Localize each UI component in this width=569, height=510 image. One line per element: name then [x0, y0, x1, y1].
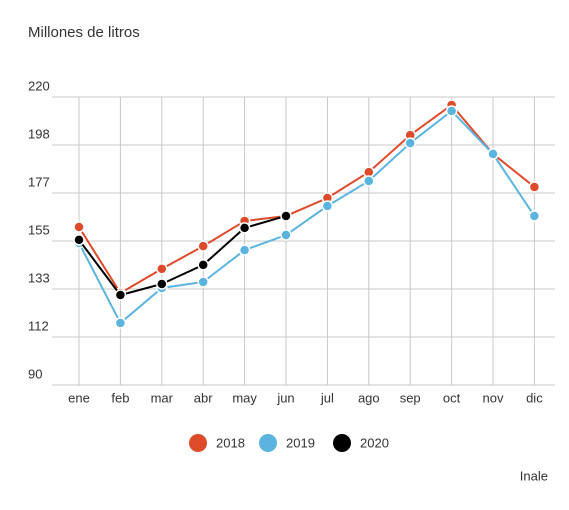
data-point	[445, 105, 458, 117]
data-point	[156, 278, 168, 290]
x-tick-label: may	[232, 390, 257, 405]
source: Inale	[520, 468, 548, 483]
legend-marker	[189, 434, 207, 452]
data-point	[404, 137, 416, 149]
data-point	[321, 200, 334, 212]
x-tick-label: oct	[443, 390, 461, 405]
data-point	[528, 181, 541, 193]
data-point	[238, 222, 251, 234]
data-point	[114, 289, 127, 301]
legend-marker	[259, 434, 277, 452]
chart-title: Millones de litros	[28, 24, 140, 41]
data-point	[197, 259, 209, 271]
data-point	[197, 276, 209, 288]
x-tick-label: ene	[68, 390, 90, 405]
data-point	[156, 263, 168, 275]
y-tick-label: 90	[28, 366, 42, 381]
legend-label: 2019	[286, 435, 315, 450]
legend-label: 2020	[360, 435, 389, 450]
x-tick-label: dic	[526, 390, 543, 405]
y-tick-label: 220	[28, 78, 50, 93]
y-tick-label: 177	[28, 174, 50, 189]
data-point	[238, 244, 251, 256]
legend-marker	[333, 434, 351, 452]
data-point	[487, 148, 499, 160]
x-tick-label: feb	[111, 390, 129, 405]
series-line	[78, 103, 536, 295]
x-tick-label: jul	[320, 390, 334, 405]
x-tick-label: mar	[151, 390, 174, 405]
x-tick-label: sep	[400, 390, 421, 405]
data-point	[280, 210, 292, 222]
y-tick-label: 133	[28, 270, 50, 285]
data-point	[73, 221, 85, 233]
data-point	[528, 210, 541, 222]
data-point	[114, 317, 127, 329]
data-point	[73, 234, 85, 246]
series-line	[78, 215, 287, 297]
x-tick-label: ago	[358, 390, 380, 405]
data-point	[280, 229, 292, 241]
x-tick-label: abr	[194, 390, 213, 405]
y-tick-label: 155	[28, 222, 50, 237]
series-line	[78, 109, 536, 325]
legend-label: 2018	[216, 435, 245, 450]
y-tick-label: 198	[28, 126, 50, 141]
x-tick-label: nov	[483, 390, 504, 405]
x-tick-label: jun	[276, 390, 294, 405]
data-point	[197, 240, 209, 252]
y-tick-label: 112	[28, 318, 49, 333]
data-point	[363, 175, 375, 187]
